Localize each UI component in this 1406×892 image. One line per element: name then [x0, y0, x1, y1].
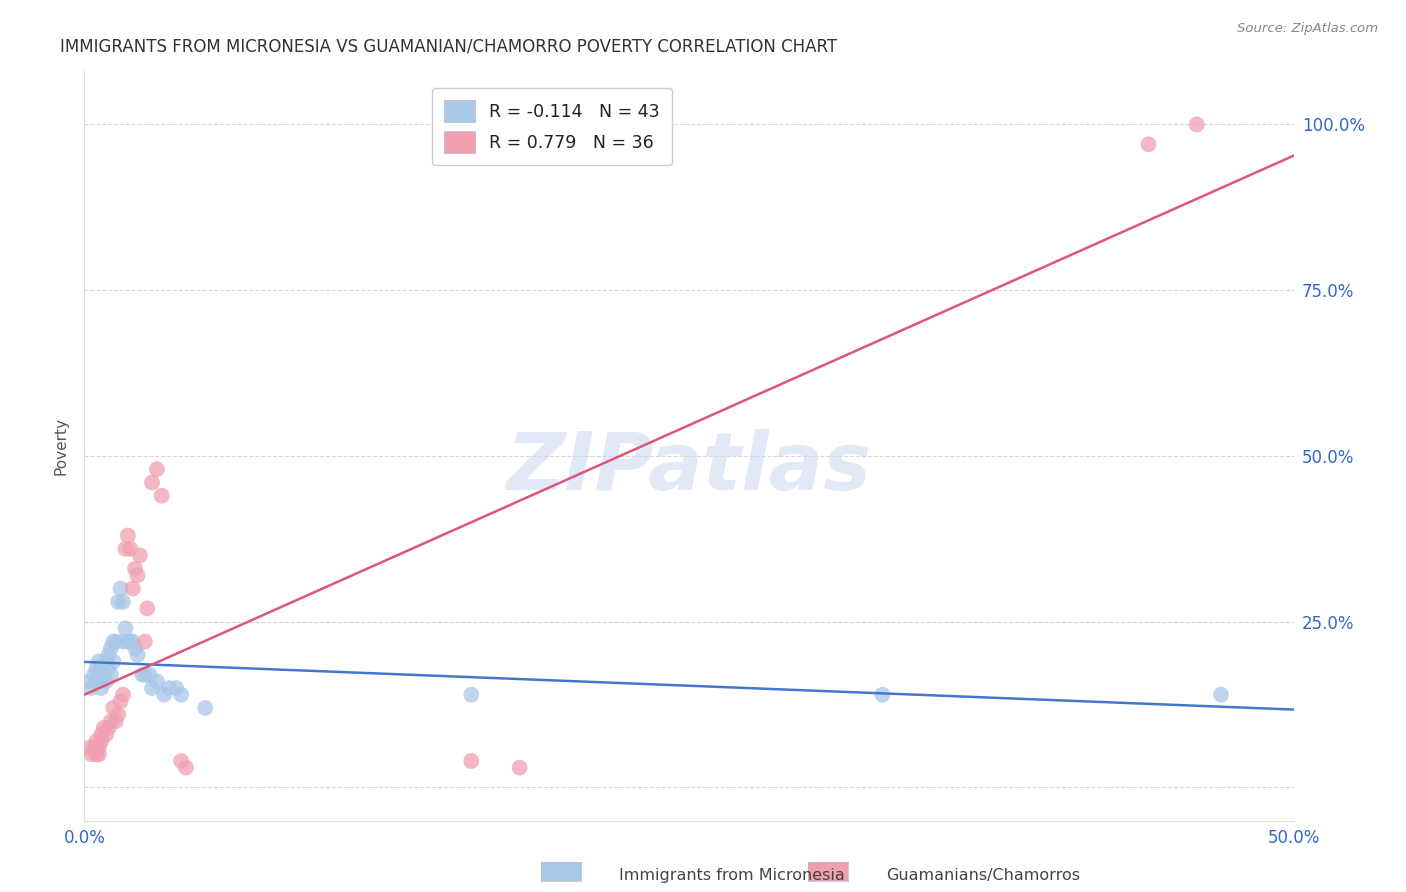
Point	[134, 634, 156, 648]
Point	[110, 694, 132, 708]
Point	[87, 740, 110, 755]
Text: IMMIGRANTS FROM MICRONESIA VS GUAMANIAN/CHAMORRO POVERTY CORRELATION CHART: IMMIGRANTS FROM MICRONESIA VS GUAMANIAN/…	[60, 38, 838, 56]
Point	[127, 568, 149, 582]
Point	[100, 667, 122, 681]
Point	[121, 634, 143, 648]
Point	[112, 634, 135, 648]
Point	[90, 734, 112, 748]
Point	[97, 648, 120, 662]
Point	[93, 667, 115, 681]
Point	[127, 648, 149, 662]
Point	[86, 661, 108, 675]
Point	[104, 634, 127, 648]
Point	[120, 541, 142, 556]
Point	[124, 562, 146, 576]
Point	[94, 674, 117, 689]
Point	[121, 582, 143, 596]
Point	[509, 761, 531, 775]
Text: Guamanians/Chamorros: Guamanians/Chamorros	[886, 869, 1080, 883]
Point	[94, 727, 117, 741]
Point	[117, 528, 139, 542]
Point	[87, 747, 110, 762]
Point	[100, 714, 122, 728]
Point	[1185, 117, 1208, 131]
Point	[103, 701, 125, 715]
Point	[107, 707, 129, 722]
Point	[97, 721, 120, 735]
Point	[194, 701, 217, 715]
Point	[107, 595, 129, 609]
Point	[134, 667, 156, 681]
Point	[129, 549, 152, 563]
Point	[77, 674, 100, 689]
Point	[146, 674, 169, 689]
Point	[114, 541, 136, 556]
Point	[150, 489, 173, 503]
Point	[86, 734, 108, 748]
Point	[174, 761, 197, 775]
Point	[170, 754, 193, 768]
Point	[80, 747, 103, 762]
Point	[83, 740, 105, 755]
Point	[157, 681, 180, 695]
Point	[77, 740, 100, 755]
Point	[460, 754, 482, 768]
Point	[138, 667, 160, 681]
Point	[103, 634, 125, 648]
Point	[93, 661, 115, 675]
Point	[97, 661, 120, 675]
Point	[90, 681, 112, 695]
Point	[110, 582, 132, 596]
Point	[146, 462, 169, 476]
Point	[1137, 137, 1160, 152]
Point	[86, 674, 108, 689]
Point	[87, 655, 110, 669]
Point	[165, 681, 187, 695]
Point	[93, 721, 115, 735]
Point	[94, 655, 117, 669]
Y-axis label: Poverty: Poverty	[53, 417, 69, 475]
Point	[114, 621, 136, 635]
Point	[104, 714, 127, 728]
Point	[83, 667, 105, 681]
Text: ZIPatlas: ZIPatlas	[506, 429, 872, 508]
Point	[103, 655, 125, 669]
Point	[136, 601, 159, 615]
Point	[460, 688, 482, 702]
Point	[124, 641, 146, 656]
Point	[112, 688, 135, 702]
Point	[90, 674, 112, 689]
Point	[80, 681, 103, 695]
Point	[90, 727, 112, 741]
Point	[112, 595, 135, 609]
Legend: R = -0.114   N = 43, R = 0.779   N = 36: R = -0.114 N = 43, R = 0.779 N = 36	[432, 87, 672, 165]
Point	[170, 688, 193, 702]
Text: Immigrants from Micronesia: Immigrants from Micronesia	[619, 869, 845, 883]
Point	[87, 667, 110, 681]
Point	[141, 681, 163, 695]
Point	[153, 688, 176, 702]
Point	[131, 667, 153, 681]
Point	[872, 688, 894, 702]
Point	[86, 747, 108, 762]
Point	[100, 641, 122, 656]
Point	[117, 634, 139, 648]
Point	[120, 634, 142, 648]
Point	[1209, 688, 1232, 702]
Point	[141, 475, 163, 490]
Text: Source: ZipAtlas.com: Source: ZipAtlas.com	[1237, 22, 1378, 36]
